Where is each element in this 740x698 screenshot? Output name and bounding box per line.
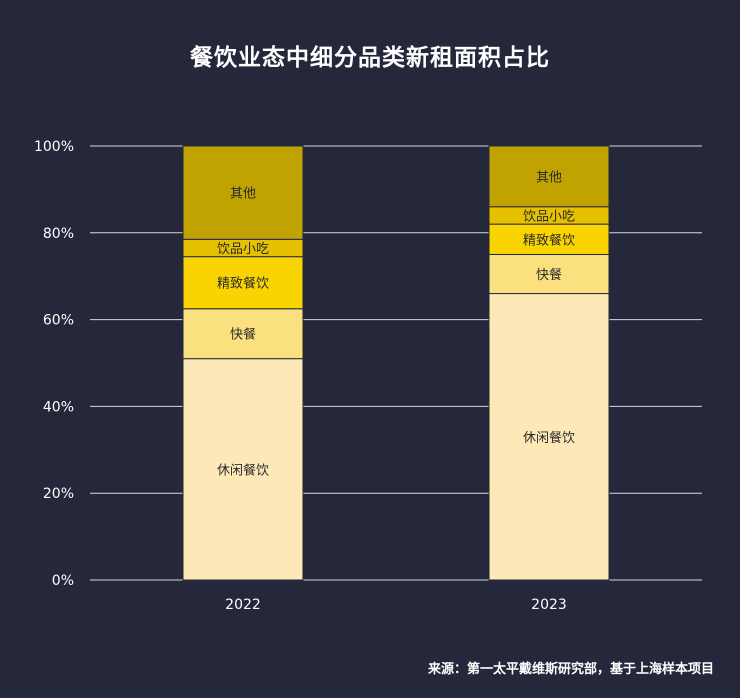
bar-segment (488, 254, 610, 295)
bar-segment (488, 293, 610, 581)
y-tick-label: 0% (52, 573, 74, 589)
segment-label: 其他 (536, 170, 562, 185)
segment-label: 其他 (230, 187, 256, 202)
bar-segment (488, 145, 610, 208)
bar-segment (182, 256, 304, 310)
y-tick-label: 100% (34, 139, 74, 155)
bar-segment (182, 145, 304, 240)
segment-label: 饮品小吃 (523, 208, 575, 224)
x-tick-label: 2023 (531, 597, 567, 613)
y-tick-label: 60% (43, 313, 74, 329)
bar-segment (182, 358, 304, 581)
x-tick-label: 2022 (225, 597, 261, 613)
segment-label: 精致餐饮 (217, 276, 269, 292)
source-note: 来源：第一太平戴维斯研究部，基于上海样本项目 (427, 662, 714, 677)
chart-title: 餐饮业态中细分品类新租面积占比 (190, 45, 550, 71)
y-tick-label: 20% (43, 486, 74, 502)
segment-label: 快餐 (230, 327, 256, 343)
y-tick-label: 80% (43, 226, 74, 242)
bar-segment (488, 223, 610, 255)
bar-segment (182, 308, 304, 360)
segment-label: 休闲餐饮 (217, 462, 269, 478)
segment-label: 休闲餐饮 (523, 430, 575, 446)
segment-label: 快餐 (536, 267, 562, 283)
segment-label: 饮品小吃 (217, 241, 269, 257)
y-tick-label: 40% (43, 399, 74, 415)
segment-label: 精致餐饮 (523, 232, 575, 248)
